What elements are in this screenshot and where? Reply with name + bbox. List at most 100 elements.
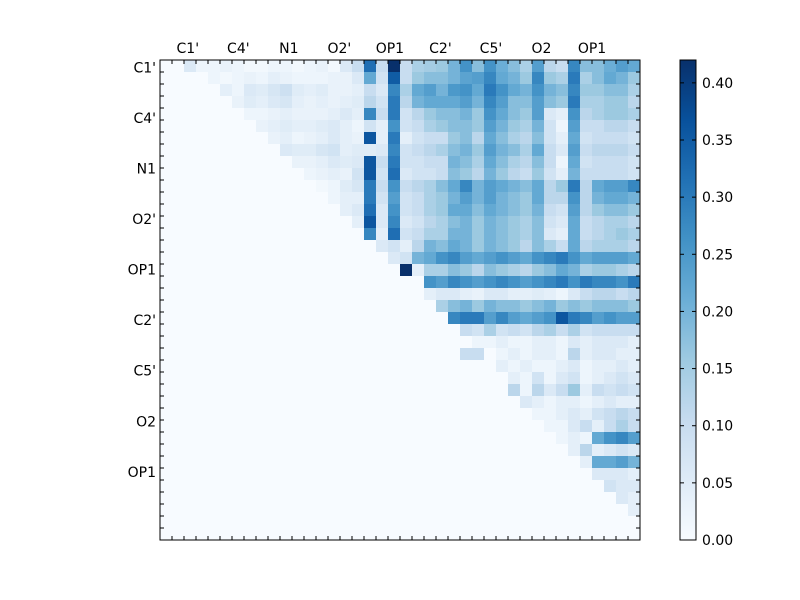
heatmap-cell (160, 108, 173, 121)
heatmap-cell (256, 276, 269, 289)
heatmap-cell (592, 432, 605, 445)
heatmap-cell (628, 468, 641, 481)
heatmap-cell (568, 468, 581, 481)
heatmap-cell (376, 420, 389, 433)
y-tick-label: C4' (133, 111, 156, 127)
heatmap-cell (484, 264, 497, 277)
heatmap-cell (520, 228, 533, 241)
heatmap-cell (364, 348, 377, 361)
heatmap-cell (460, 192, 473, 205)
heatmap-cell (328, 144, 341, 157)
heatmap-cell (376, 108, 389, 121)
heatmap-cell (568, 60, 581, 73)
heatmap-cell (616, 72, 629, 85)
heatmap-cell (244, 276, 257, 289)
heatmap-cell (448, 204, 461, 217)
heatmap-cell (556, 468, 569, 481)
colorbar-tick-label: 0.40 (702, 76, 733, 92)
colorbar-tick-label: 0.10 (702, 419, 733, 435)
heatmap-cell (484, 120, 497, 133)
heatmap-cell (412, 420, 425, 433)
heatmap-cell (328, 156, 341, 169)
heatmap-cell (424, 504, 437, 517)
heatmap-cell (448, 516, 461, 529)
heatmap-cell (436, 516, 449, 529)
heatmap-cell (520, 444, 533, 457)
heatmap-cell (208, 528, 221, 541)
heatmap-cell (484, 336, 497, 349)
heatmap-cell (544, 108, 557, 121)
heatmap-cell (448, 240, 461, 253)
heatmap-cell (172, 132, 185, 145)
heatmap-cell (196, 120, 209, 133)
heatmap-cell (412, 72, 425, 85)
heatmap-cell (484, 384, 497, 397)
heatmap-cell (340, 108, 353, 121)
heatmap-cell (496, 156, 509, 169)
heatmap-cell (280, 516, 293, 529)
heatmap-cell (508, 444, 521, 457)
heatmap-cell (220, 420, 233, 433)
heatmap-cell (316, 348, 329, 361)
heatmap-cell (208, 324, 221, 337)
heatmap-cell (520, 288, 533, 301)
heatmap-cell (616, 516, 629, 529)
heatmap-cell (592, 516, 605, 529)
heatmap-cell (292, 456, 305, 469)
heatmap-cell (556, 108, 569, 121)
heatmap-cell (436, 384, 449, 397)
heatmap-cell (256, 240, 269, 253)
heatmap-cell (196, 468, 209, 481)
heatmap-cell (328, 504, 341, 517)
heatmap-cell (256, 132, 269, 145)
heatmap-cell (352, 168, 365, 181)
heatmap-cell (364, 336, 377, 349)
heatmap-cell (292, 384, 305, 397)
heatmap-cell (436, 252, 449, 265)
heatmap-cell (196, 372, 209, 385)
heatmap-cell (280, 372, 293, 385)
heatmap-cell (568, 456, 581, 469)
heatmap-cell (412, 108, 425, 121)
heatmap-cell (184, 504, 197, 517)
heatmap-cell (268, 528, 281, 541)
heatmap-cell (340, 192, 353, 205)
heatmap-cell (364, 408, 377, 421)
heatmap-cell (388, 324, 401, 337)
heatmap-cell (436, 372, 449, 385)
heatmap-cell (376, 216, 389, 229)
heatmap-cell (256, 480, 269, 493)
heatmap-cell (208, 348, 221, 361)
heatmap-cell (568, 504, 581, 517)
heatmap-cell (268, 72, 281, 85)
heatmap-cell (184, 360, 197, 373)
heatmap-cell (460, 60, 473, 73)
heatmap-cell (172, 108, 185, 121)
heatmap-cell (352, 492, 365, 505)
heatmap-cell (160, 300, 173, 313)
heatmap-cell (628, 360, 641, 373)
heatmap-cell (628, 312, 641, 325)
heatmap-cell (244, 360, 257, 373)
heatmap-cell (316, 228, 329, 241)
heatmap-cell (160, 168, 173, 181)
heatmap-cell (304, 252, 317, 265)
heatmap-cell (376, 120, 389, 133)
heatmap-cell (436, 444, 449, 457)
heatmap-cell (580, 60, 593, 73)
heatmap-cell (208, 84, 221, 97)
heatmap-cell (340, 528, 353, 541)
heatmap-cell (412, 96, 425, 109)
y-tick-label: OP1 (128, 263, 156, 279)
colorbar (679, 59, 697, 541)
heatmap-cell (184, 348, 197, 361)
heatmap-cell (160, 420, 173, 433)
heatmap-cell (412, 396, 425, 409)
heatmap-cell (592, 96, 605, 109)
heatmap-cell (328, 180, 341, 193)
heatmap-cell (172, 168, 185, 181)
heatmap-cell (532, 168, 545, 181)
heatmap-cell (412, 444, 425, 457)
heatmap-cell (448, 384, 461, 397)
heatmap-cell (280, 468, 293, 481)
